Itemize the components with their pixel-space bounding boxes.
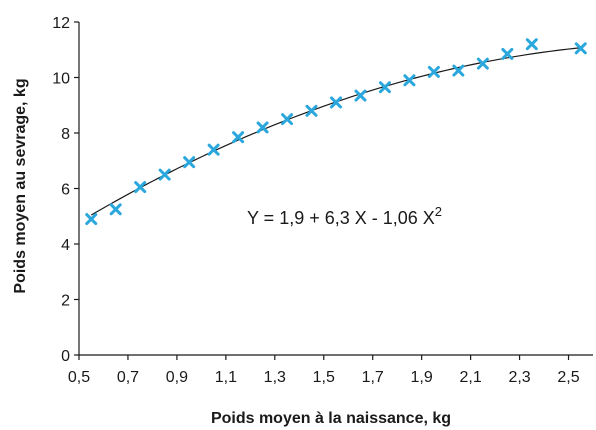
y-tick-label: 6 [61,182,70,199]
x-tick-label: 2,3 [508,369,530,386]
x-axis-title: Poids moyen à la naissance, kg [211,410,451,427]
data-point [134,181,147,194]
data-point [427,65,440,78]
x-tick-label: 1,1 [215,369,237,386]
x-tick-label: 1,7 [362,369,384,386]
data-point [452,64,465,77]
y-tick-label: 12 [52,15,70,32]
y-axis-ticks: 0 2 4 6 8 10 12 [52,15,79,365]
y-axis-title: Poids moyen au sevrage, kg [12,78,29,293]
y-tick-label: 2 [61,293,70,310]
x-tick-label: 2,5 [557,369,579,386]
data-point [158,168,171,181]
x-tick-label: 1,9 [411,369,433,386]
data-point [330,96,342,109]
x-tick-label: 2,1 [459,369,481,386]
data-point [207,143,220,156]
data-point [574,42,587,55]
data-point [85,213,98,226]
y-tick-label: 0 [61,348,70,365]
data-point [232,131,245,144]
x-axis-ticks: 0,5 0,7 0,9 1,1 1,3 1,5 1,7 1,9 2,1 2,3 2,5 [68,355,580,386]
data-point [354,89,367,102]
x-tick-label: 0,9 [166,369,188,386]
y-tick-label: 4 [61,237,70,254]
data-point [476,57,489,70]
x-tick-label: 1,3 [264,369,286,386]
data-point [109,203,122,216]
data-point [256,121,269,134]
y-tick-label: 10 [52,71,70,88]
data-markers [85,38,587,226]
data-point [525,38,538,51]
data-point [378,81,391,94]
fit-curve [90,47,581,216]
data-point [183,156,196,169]
x-tick-label: 0,5 [68,369,90,386]
data-point [403,74,416,87]
y-tick-label: 8 [61,126,70,143]
equation-superscript: 2 [435,204,442,219]
regression-equation: Y = 1,9 + 6,3 X - 1,06 X2 [247,204,442,228]
data-point [501,47,514,60]
data-point [305,104,318,117]
data-point [281,113,294,126]
x-tick-label: 1,5 [313,369,335,386]
x-tick-label: 0,7 [117,369,139,386]
equation-main: Y = 1,9 + 6,3 X - 1,06 X [247,208,435,228]
